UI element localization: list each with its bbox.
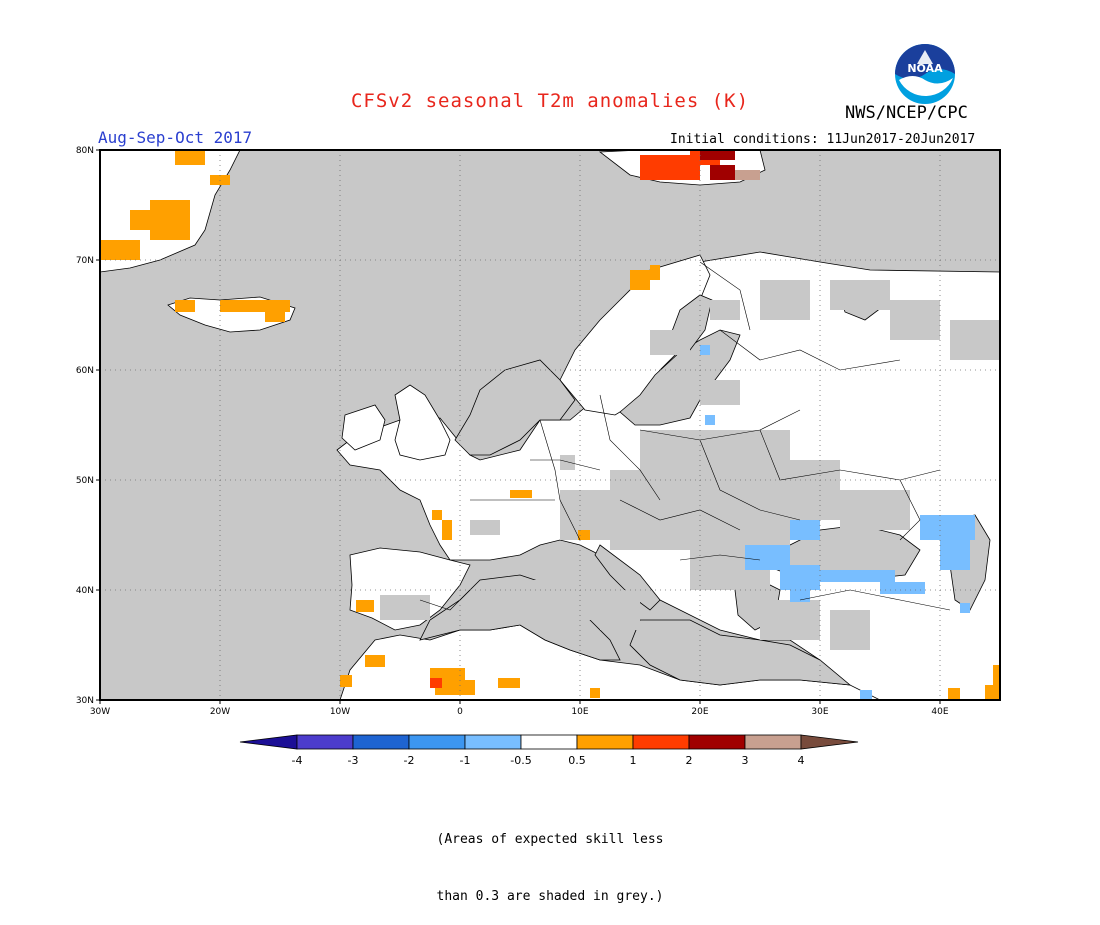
mediterranean-east xyxy=(629,619,852,686)
lat-label: 50N xyxy=(76,476,94,486)
noaa-logo-text: NOAA xyxy=(907,62,943,75)
colorbar-swatch xyxy=(576,734,634,750)
colorbar-arrow-low xyxy=(239,734,298,750)
colorbar-tick: 0.5 xyxy=(568,754,586,767)
colorbar-tick: 4 xyxy=(798,754,805,767)
anomaly-map xyxy=(96,149,1001,704)
colorbar-swatch xyxy=(520,734,578,750)
colorbar-tick: -0.5 xyxy=(510,754,531,767)
lat-label: 70N xyxy=(76,256,94,266)
colorbar-arrow-high xyxy=(800,734,859,750)
extreme-anomaly-patch xyxy=(735,170,760,180)
lat-label: 30N xyxy=(76,696,94,706)
colorbar-swatch xyxy=(352,734,410,750)
north-sea xyxy=(454,359,576,456)
ireland xyxy=(341,404,386,451)
colorbar-tick: -2 xyxy=(404,754,415,767)
lat-label: 60N xyxy=(76,366,94,376)
colorbar-swatch xyxy=(744,734,802,750)
great-britain xyxy=(394,384,451,461)
colorbar-tick: -3 xyxy=(348,754,359,767)
colorbar-swatch xyxy=(632,734,690,750)
country-borders xyxy=(419,261,951,611)
colorbar-tick: 1 xyxy=(630,754,637,767)
initial-conditions: Initial conditions: 11Jun2017-20Jun2017 xyxy=(670,132,976,147)
colorbar-tick: -1 xyxy=(460,754,471,767)
colorbar-swatch xyxy=(408,734,466,750)
cool-anomaly-patches xyxy=(700,345,975,700)
very-hot-anomaly-patches xyxy=(700,150,735,180)
lat-label: 40N xyxy=(76,586,94,596)
colorbar-tick: 2 xyxy=(686,754,693,767)
map-title: CFSv2 seasonal T2m anomalies (K) xyxy=(350,90,750,112)
colorbar-tick: -4 xyxy=(292,754,303,767)
colorbar-swatch xyxy=(464,734,522,750)
colorbar-swatch xyxy=(688,734,746,750)
colorbar-swatch xyxy=(296,734,354,750)
season-label: Aug-Sep-Oct 2017 xyxy=(98,128,253,147)
colorbar-tick: 3 xyxy=(742,754,749,767)
skill-note-line: (Areas of expected skill less xyxy=(436,832,664,847)
agency-label: NWS/NCEP/CPC xyxy=(845,103,968,123)
colorbar: -4 -3 -2 -1 -0.5 0.5 1 2 3 4 xyxy=(239,734,859,767)
noaa-logo: NOAA xyxy=(895,44,955,104)
map-frame xyxy=(99,149,1001,701)
hot-anomaly-patches xyxy=(430,150,720,688)
skill-note-line: than 0.3 are shaded in grey.) xyxy=(436,889,664,904)
warm-anomaly-patches xyxy=(100,150,1000,700)
graticule xyxy=(100,150,1000,700)
skill-note: (Areas of expected skill less than 0.3 a… xyxy=(0,792,1100,925)
lat-label: 80N xyxy=(76,146,94,156)
